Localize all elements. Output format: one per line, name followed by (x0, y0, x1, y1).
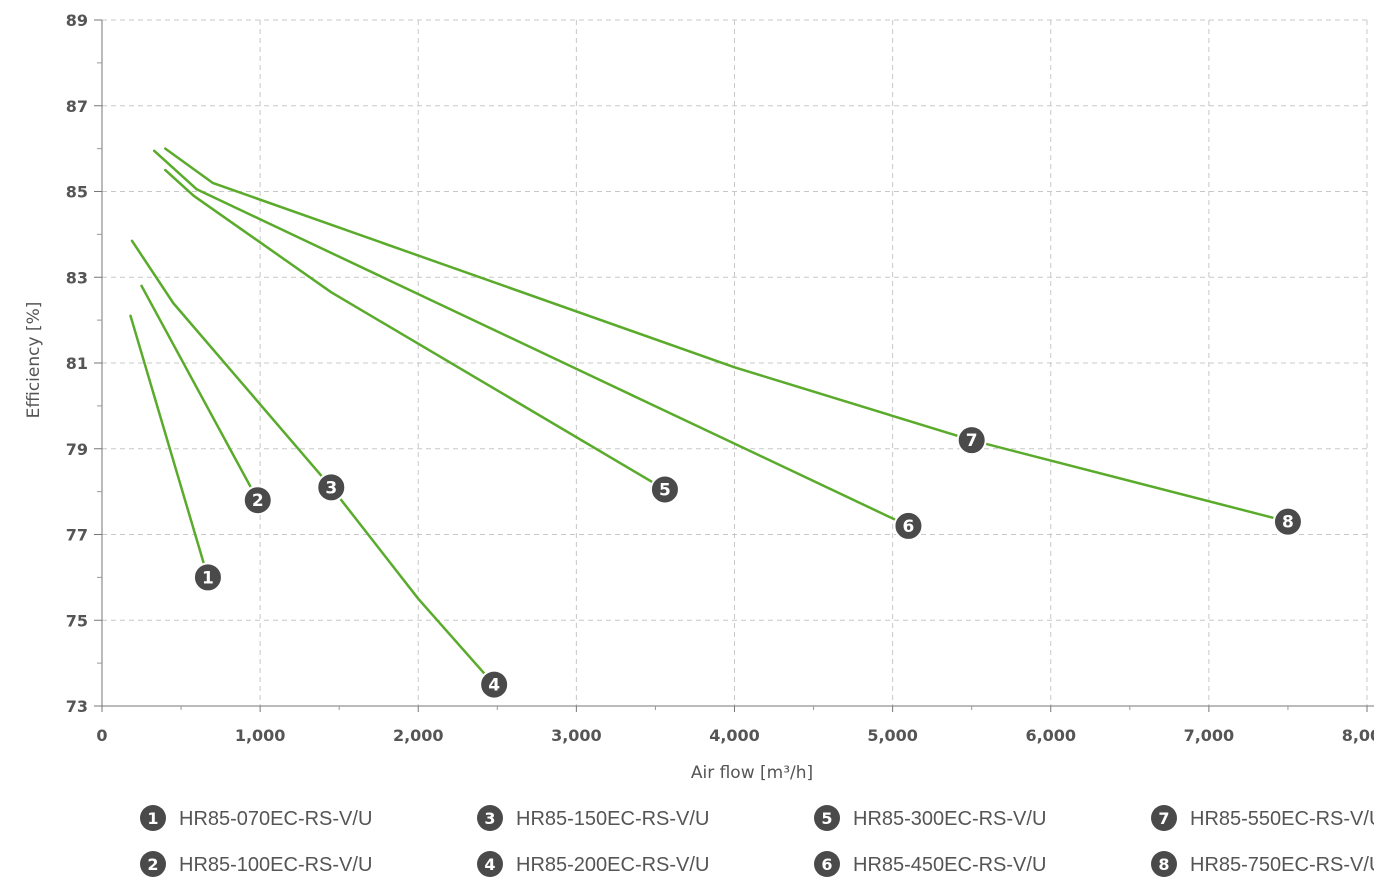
legend-badge-number: 5 (821, 809, 832, 828)
marker-label: 3 (325, 478, 337, 498)
legend-item-7: 7 HR85-550EC-RS-V/U (1151, 805, 1374, 831)
legend-item-2: 2 HR85-100EC-RS-V/U (140, 851, 372, 877)
legend-badge-number: 4 (484, 855, 495, 874)
marker-circle (1272, 506, 1303, 537)
marker-label: 1 (202, 568, 214, 588)
y-tick-label: 79 (66, 440, 88, 459)
x-tick-label: 5,000 (867, 726, 918, 745)
legend-label: HR85-750EC-RS-V/U (1190, 854, 1374, 876)
x-tick-label: 3,000 (551, 726, 602, 745)
legend-badge-number: 7 (1158, 809, 1169, 828)
legend-item-1: 1 HR85-070EC-RS-V/U (140, 805, 372, 831)
legend-label: HR85-550EC-RS-V/U (1190, 808, 1374, 830)
y-tick-label: 83 (66, 268, 88, 287)
legend-badge (477, 851, 503, 877)
series-lines (129, 147, 1290, 686)
y-tick-label: 77 (66, 526, 88, 545)
series-line-5 (164, 168, 667, 491)
marker-circle (192, 562, 223, 593)
y-tick-label: 85 (66, 183, 88, 202)
marker-label: 2 (252, 491, 264, 511)
legend-badge-number: 6 (821, 855, 832, 874)
marker-circle (893, 510, 924, 541)
legend-badge (1151, 805, 1177, 831)
series-marker-3: 3 (316, 472, 347, 503)
legend-label: HR85-100EC-RS-V/U (179, 854, 372, 876)
legend-badge-number: 2 (147, 855, 158, 874)
series-marker-4: 4 (479, 669, 510, 700)
series-line-2 (140, 284, 260, 502)
legend-item-5: 5 HR85-300EC-RS-V/U (814, 805, 1046, 831)
y-tick-label: 75 (66, 611, 88, 630)
series-line-6 (152, 149, 910, 528)
marker-circle (956, 425, 987, 456)
legend-badge-number: 8 (1158, 855, 1169, 874)
legend-item-4: 4 HR85-200EC-RS-V/U (477, 851, 709, 877)
x-tick-label: 7,000 (1184, 726, 1235, 745)
x-tick-label: 1,000 (235, 726, 286, 745)
legend-label: HR85-300EC-RS-V/U (853, 808, 1046, 830)
legend-label: HR85-450EC-RS-V/U (853, 854, 1046, 876)
legend-item-3: 3 HR85-150EC-RS-V/U (477, 805, 709, 831)
marker-circle (479, 669, 510, 700)
legend-badge-number: 1 (147, 809, 158, 828)
x-tick-label: 6,000 (1025, 726, 1076, 745)
x-axis-title: Air flow [m³/h] (691, 763, 813, 783)
series-line-4 (330, 486, 496, 686)
tick-labels: 0 1,000 2,000 3,000 4,000 5,000 6,000 7,000 8,00… (66, 11, 1374, 745)
y-tick-label: 89 (66, 11, 88, 30)
marker-label: 6 (903, 517, 915, 537)
series-marker-7: 7 (956, 425, 987, 456)
series-marker-6: 6 (893, 510, 924, 541)
series-line-7 (164, 147, 973, 442)
legend-badge (814, 851, 840, 877)
marker-circle (242, 485, 273, 516)
marker-label: 5 (659, 480, 671, 500)
x-tick-label: 8,000 (1342, 726, 1374, 745)
legend-badge-number: 3 (484, 809, 495, 828)
series-marker-2: 2 (242, 485, 273, 516)
legend-badge (140, 851, 166, 877)
y-tick-label: 87 (66, 97, 88, 116)
y-tick-label: 73 (66, 697, 88, 716)
marker-label: 8 (1282, 513, 1294, 533)
series-line-8 (970, 438, 1290, 523)
legend-label: HR85-070EC-RS-V/U (179, 808, 372, 830)
marker-label: 7 (966, 431, 978, 451)
axes (94, 19, 1374, 712)
legend-item-6: 6 HR85-450EC-RS-V/U (814, 851, 1046, 877)
series-marker-1: 1 (192, 562, 223, 593)
series-line-1 (129, 314, 210, 579)
grid (102, 19, 1368, 706)
legend: 1 HR85-070EC-RS-V/U 2 HR85-100EC-RS-V/U 3 HR8… (140, 805, 1374, 877)
marker-circle (316, 472, 347, 503)
series-markers: 1 2 3 4 5 6 7 8 (192, 425, 1303, 700)
y-tick-label: 81 (66, 354, 88, 373)
legend-badge (1151, 851, 1177, 877)
marker-circle (649, 474, 680, 505)
y-axis-title: Efficiency [%] (24, 302, 44, 419)
legend-badge (477, 805, 503, 831)
legend-badge (140, 805, 166, 831)
marker-label: 4 (488, 676, 500, 696)
legend-badge (814, 805, 840, 831)
legend-item-8: 8 HR85-750EC-RS-V/U (1151, 851, 1374, 877)
x-tick-label: 4,000 (709, 726, 760, 745)
x-tick-label: 2,000 (393, 726, 444, 745)
legend-label: HR85-150EC-RS-V/U (516, 808, 709, 830)
x-tick-label: 0 (96, 726, 107, 745)
legend-label: HR85-200EC-RS-V/U (516, 854, 709, 876)
series-line-3 (130, 239, 333, 489)
series-marker-5: 5 (649, 474, 680, 505)
series-marker-8: 8 (1272, 506, 1303, 537)
